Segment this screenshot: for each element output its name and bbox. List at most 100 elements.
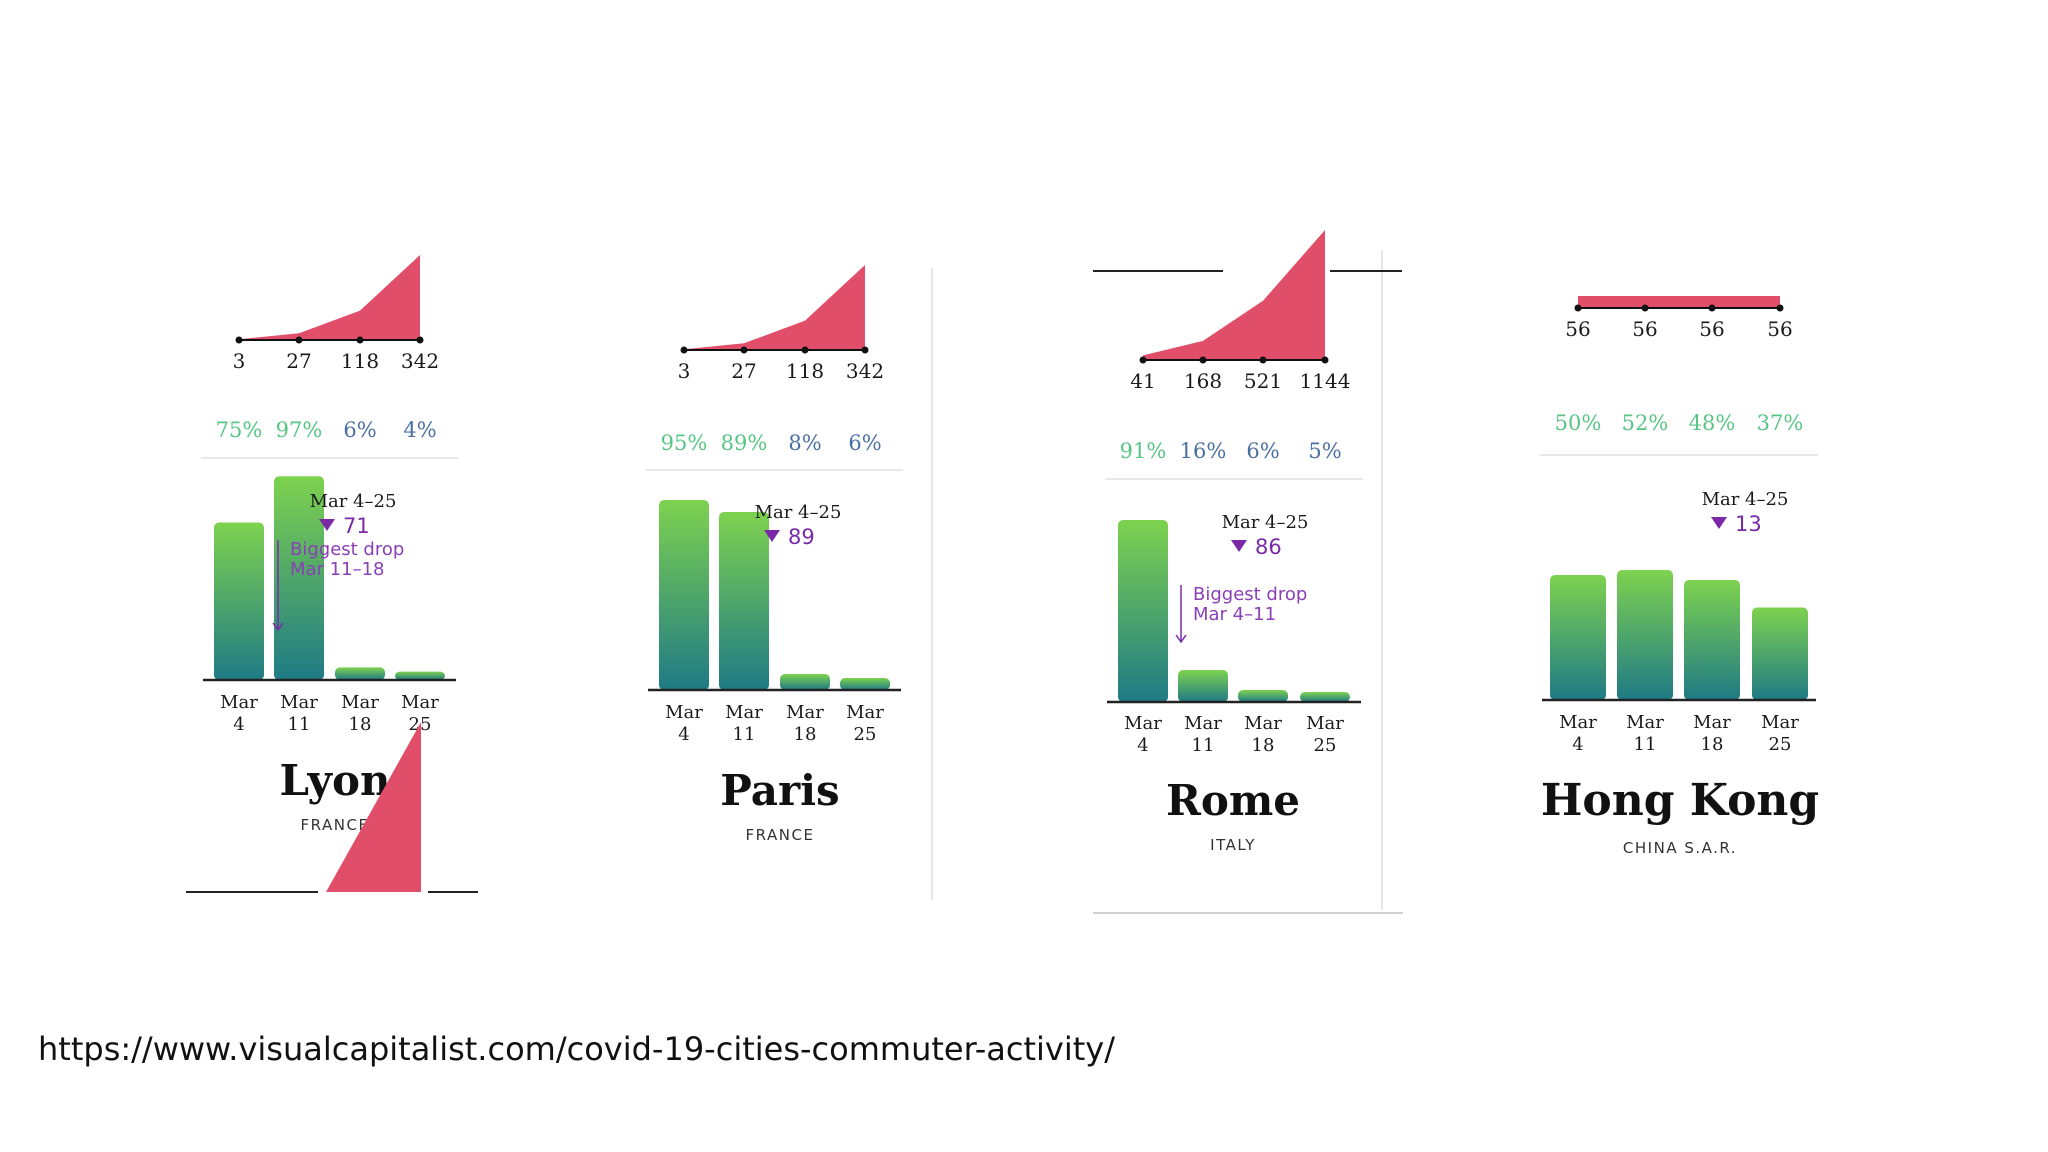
- x-tick-label: Mar: [1184, 713, 1222, 734]
- bar: [335, 667, 385, 680]
- bar: [1118, 520, 1168, 702]
- x-tick-label: 18: [1701, 734, 1724, 755]
- period-label: Mar 4–25: [310, 491, 397, 512]
- chart-panel-hong-kong: 56 56 56 56 50% 52% 48% 37% Mar 4 Mar 11 Mar 18 Mar 25 M…: [1530, 280, 1830, 940]
- chart-panel-rome: 41 168 521 1144 91% 16% 6% 5% Mar 4 Mar 11 Mar 18 Mar 2…: [1093, 230, 1403, 910]
- bar: [1617, 570, 1673, 700]
- city-title: Rome: [1166, 776, 1300, 825]
- x-tick-label: 11: [733, 724, 756, 745]
- x-tick-label: Mar: [280, 692, 318, 713]
- x-tick-label: 18: [349, 714, 372, 735]
- percent-label: 4%: [403, 418, 436, 442]
- cases-point: [235, 336, 243, 344]
- bar: [1238, 690, 1288, 702]
- cases-point: [1574, 304, 1582, 312]
- biggest-drop-label: Biggest drop: [290, 539, 404, 560]
- period-label: Mar 4–25: [755, 502, 842, 523]
- country-label: ITALY: [1210, 836, 1256, 854]
- bar: [840, 678, 890, 690]
- cases-point: [740, 346, 748, 354]
- x-tick-label: Mar: [1626, 712, 1664, 733]
- percent-label: 52%: [1622, 411, 1669, 435]
- cases-label: 342: [846, 359, 884, 383]
- overlay-wedge-shape: [326, 722, 421, 892]
- x-tick-label: Mar: [1124, 713, 1162, 734]
- cases-label: 27: [731, 359, 756, 383]
- bar: [1550, 575, 1606, 700]
- percent-label: 97%: [276, 418, 323, 442]
- x-tick-label: 25: [854, 724, 877, 745]
- x-tick-label: Mar: [1761, 712, 1799, 733]
- x-tick-label: 4: [1137, 735, 1148, 756]
- cases-point: [356, 336, 364, 344]
- drop-value: 86: [1255, 535, 1282, 559]
- cases-point: [416, 336, 424, 344]
- drop-arrow-head-icon: [1175, 634, 1187, 644]
- x-tick-label: Mar: [401, 692, 439, 713]
- cases-point: [1321, 356, 1329, 364]
- cases-label: 56: [1699, 317, 1724, 341]
- drop-triangle-icon: [319, 519, 335, 531]
- bar: [395, 671, 445, 680]
- drop-triangle-icon: [1711, 517, 1727, 529]
- divider-line: [1381, 250, 1383, 910]
- divider-line: [931, 268, 933, 900]
- x-tick-label: 4: [678, 724, 689, 745]
- x-tick-label: 4: [233, 714, 244, 735]
- x-tick-label: 4: [1572, 734, 1583, 755]
- percent-label: 95%: [661, 431, 708, 455]
- drop-triangle-icon: [764, 530, 780, 542]
- cases-label: 56: [1632, 317, 1657, 341]
- percent-label: 6%: [848, 431, 881, 455]
- x-tick-label: Mar: [1306, 713, 1344, 734]
- percent-label: 89%: [721, 431, 768, 455]
- drop-value: 71: [343, 514, 370, 538]
- overlay-cases-wedge: [326, 722, 421, 892]
- percent-label: 37%: [1757, 411, 1804, 435]
- cases-area: [239, 255, 420, 340]
- cases-label: 118: [341, 349, 379, 373]
- biggest-drop-period: Mar 4–11: [1193, 604, 1276, 625]
- biggest-drop-label: Biggest drop: [1193, 584, 1307, 605]
- x-tick-label: Mar: [1559, 712, 1597, 733]
- cases-area: [684, 265, 865, 350]
- cases-label: 41: [1130, 369, 1155, 393]
- percent-label: 48%: [1689, 411, 1736, 435]
- bar: [719, 512, 769, 690]
- cases-label: 521: [1244, 369, 1282, 393]
- frame-line: [186, 891, 318, 893]
- bar: [1178, 670, 1228, 702]
- cases-label: 27: [286, 349, 311, 373]
- city-title: Lyon: [280, 756, 391, 805]
- bar: [274, 476, 324, 680]
- cases-area: [1143, 230, 1325, 360]
- x-tick-label: 25: [1314, 735, 1337, 756]
- cases-label: 342: [401, 349, 439, 373]
- percent-label: 16%: [1180, 439, 1227, 463]
- cases-label: 168: [1184, 369, 1222, 393]
- drop-arrow-head-icon: [272, 622, 284, 632]
- bar: [1684, 580, 1740, 700]
- biggest-drop-period: Mar 11–18: [290, 559, 385, 580]
- period-label: Mar 4–25: [1702, 489, 1789, 510]
- cases-point: [1199, 356, 1207, 364]
- country-label: CHINA S.A.R.: [1623, 839, 1737, 857]
- bar: [214, 522, 264, 680]
- period-label: Mar 4–25: [1222, 512, 1309, 533]
- percent-label: 5%: [1308, 439, 1341, 463]
- x-tick-label: Mar: [846, 702, 884, 723]
- percent-label: 8%: [788, 431, 821, 455]
- cases-label: 56: [1767, 317, 1792, 341]
- source-url[interactable]: https://www.visualcapitalist.com/covid-1…: [38, 1030, 1115, 1068]
- x-tick-label: Mar: [786, 702, 824, 723]
- cases-point: [1776, 304, 1784, 312]
- cases-point: [680, 346, 688, 354]
- cases-point: [861, 346, 869, 354]
- cases-label: 56: [1565, 317, 1590, 341]
- bar: [659, 500, 709, 690]
- frame-line: [1093, 912, 1403, 914]
- bar: [1300, 692, 1350, 702]
- x-tick-label: Mar: [665, 702, 703, 723]
